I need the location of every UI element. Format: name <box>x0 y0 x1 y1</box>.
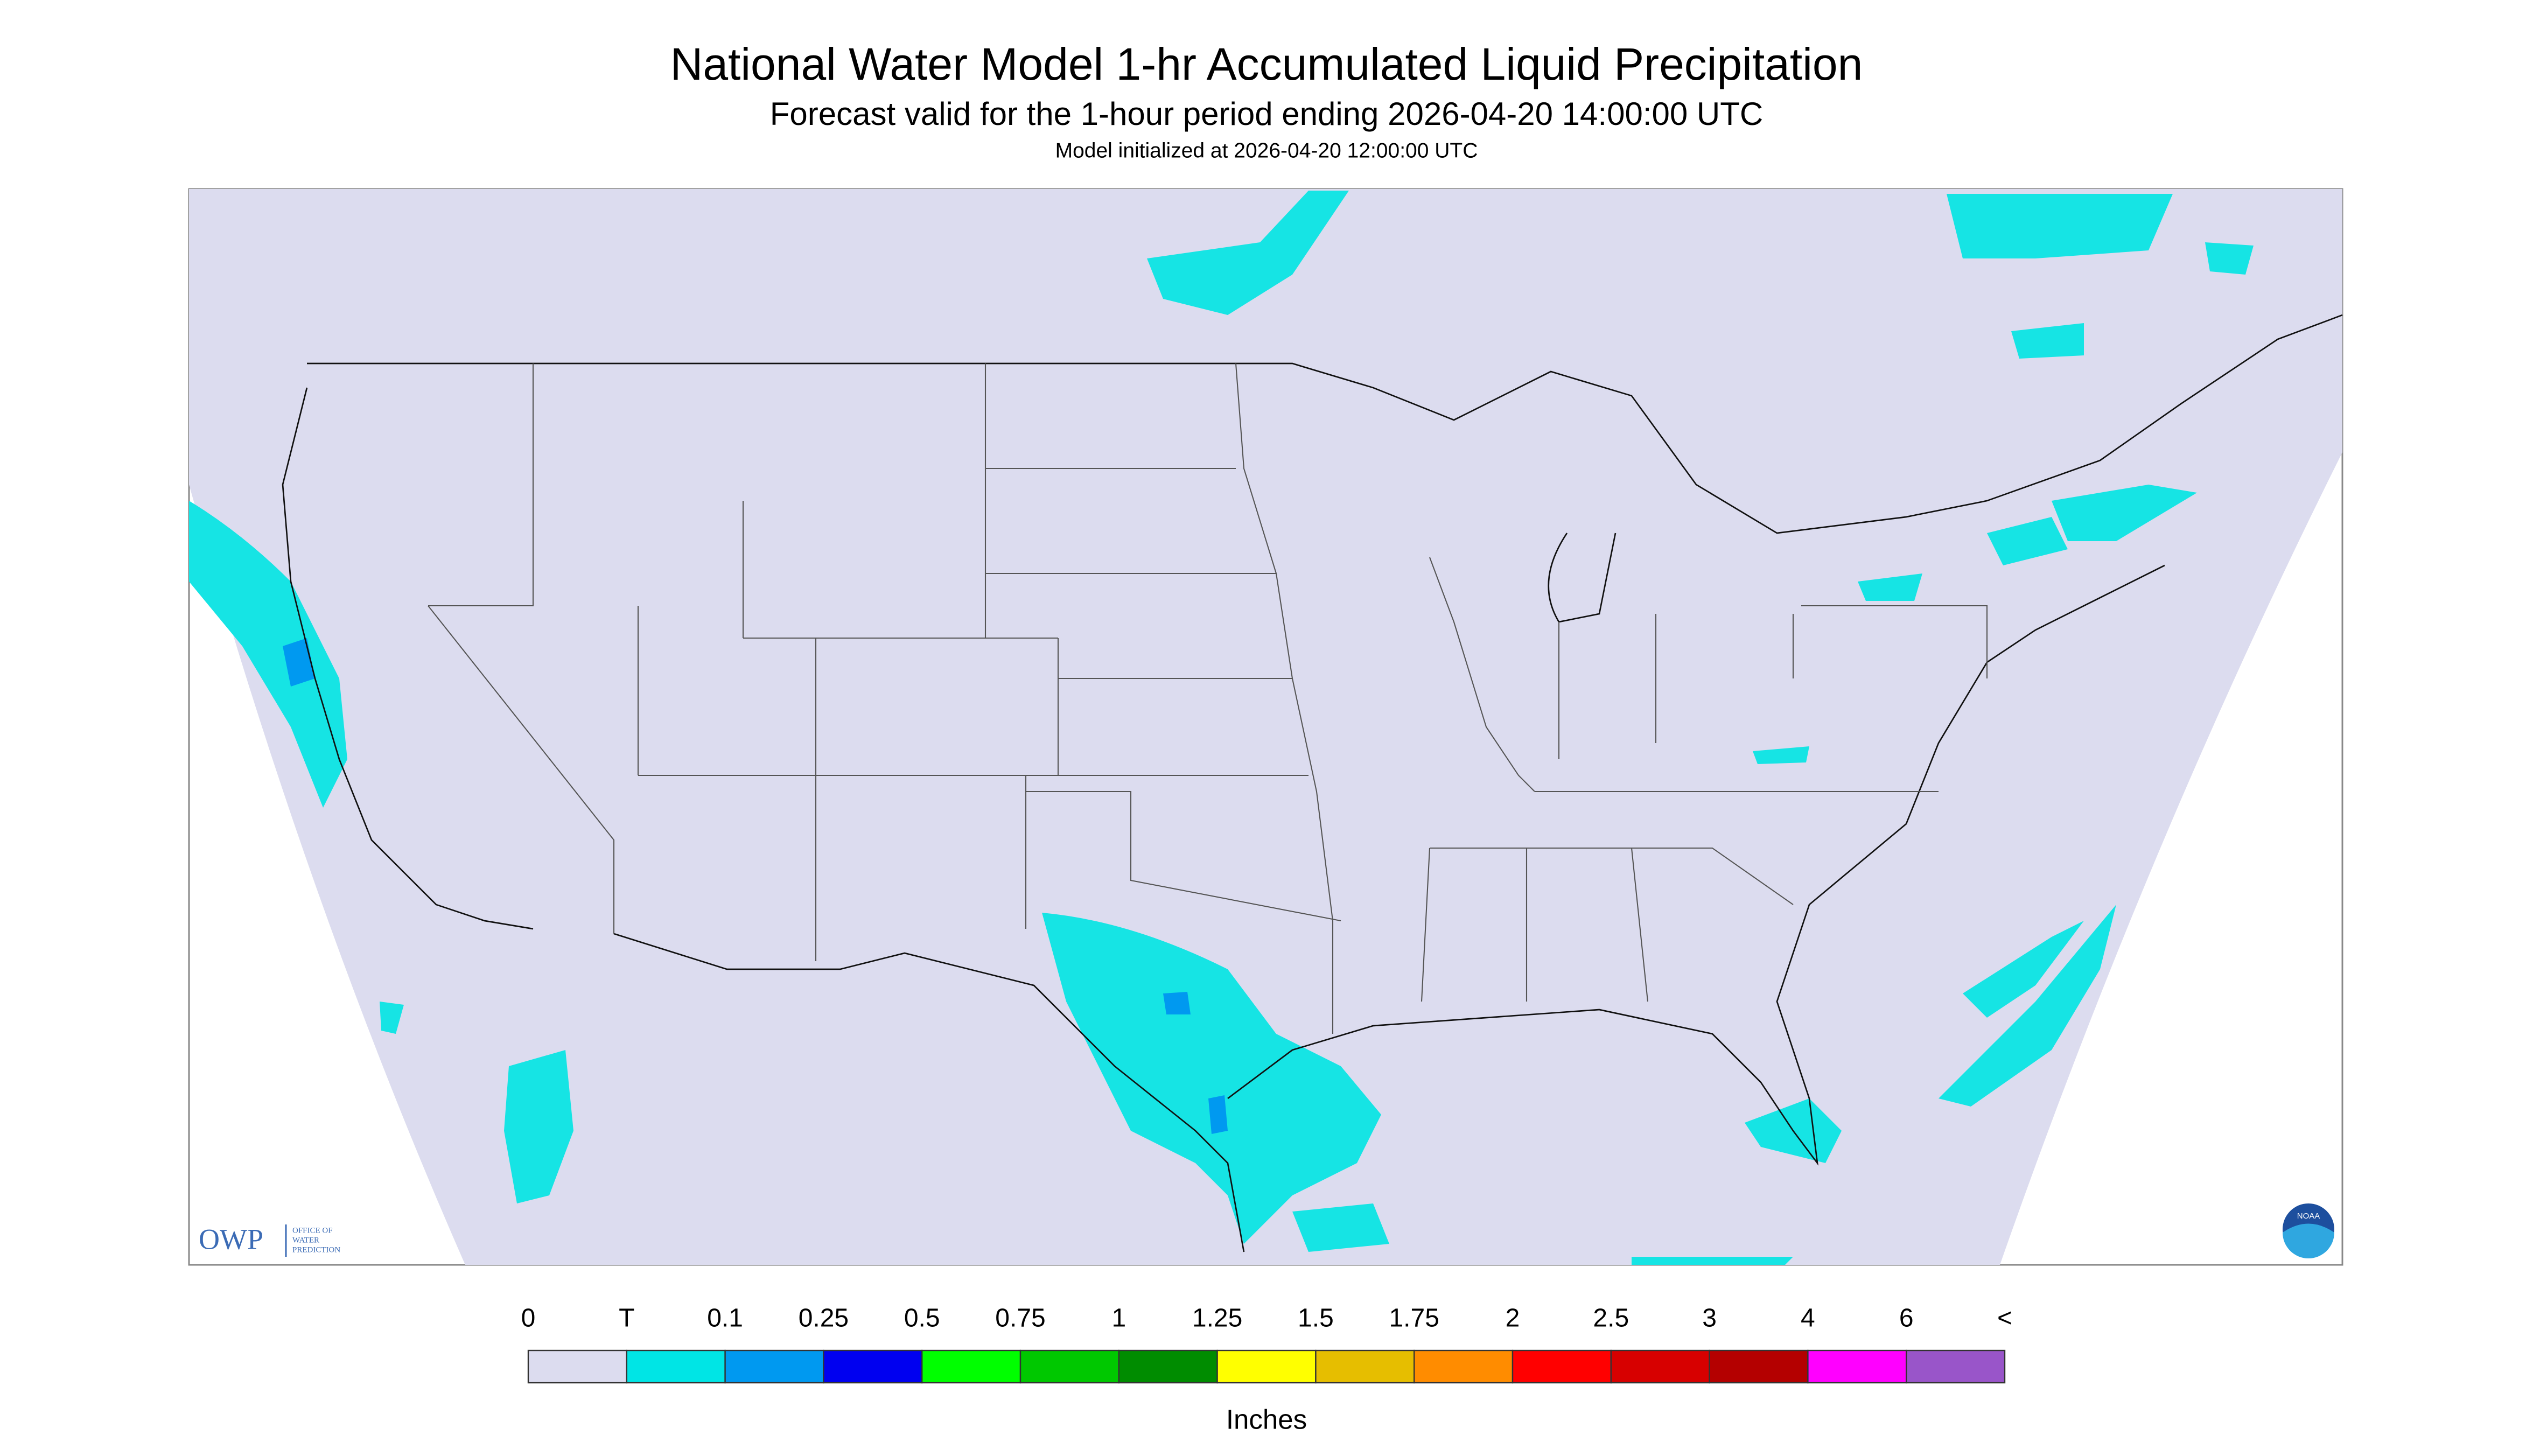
legend-label: 0.75 <box>995 1304 1045 1333</box>
legend-label: < <box>1997 1304 2012 1333</box>
legend-swatch <box>724 1349 824 1384</box>
legend-swatch <box>823 1349 923 1384</box>
legend: 0 T 0.1 0.25 0.5 0.75 1 1.25 1.5 1.75 2 2.5 3 4 6 < <box>521 1304 2012 1384</box>
model-domain <box>189 189 2342 1265</box>
owp-logo: OWP OFFICE OF WATER PREDICTION <box>199 1223 340 1257</box>
legend-swatch <box>1019 1349 1120 1384</box>
title: National Water Model 1-hr Accumulated Li… <box>670 39 1863 89</box>
owp-logo-text: OWP <box>199 1223 263 1255</box>
legend-label: 0 <box>521 1304 536 1333</box>
legend-swatch <box>1512 1349 1612 1384</box>
borders <box>282 314 2343 1252</box>
legend-label: 4 <box>1801 1304 1815 1333</box>
legend-label: 2.5 <box>1593 1304 1629 1333</box>
legend-label: 0.5 <box>904 1304 940 1333</box>
precip-areas <box>189 191 2254 1265</box>
subtitle: Forecast valid for the 1-hour period end… <box>770 96 1763 132</box>
legend-swatch <box>1610 1349 1710 1384</box>
legend-swatch <box>1807 1349 1907 1384</box>
legend-label: 1.75 <box>1389 1304 1439 1333</box>
noaa-text: NOAA <box>2297 1212 2320 1221</box>
legend-swatch <box>1905 1349 2006 1384</box>
legend-swatch <box>527 1349 628 1384</box>
legend-swatch <box>1414 1349 1514 1384</box>
legend-swatch <box>1118 1349 1218 1384</box>
legend-label: T <box>619 1304 634 1333</box>
legend-label: 6 <box>1899 1304 1914 1333</box>
legend-swatch <box>626 1349 726 1384</box>
legend-label: 1.5 <box>1298 1304 1334 1333</box>
legend-swatch <box>1315 1349 1415 1384</box>
legend-swatch <box>1216 1349 1317 1384</box>
legend-label: 1.25 <box>1192 1304 1242 1333</box>
owp-logo-line: OFFICE OF <box>292 1226 333 1235</box>
noaa-wave <box>2283 1223 2334 1259</box>
legend-label: 2 <box>1506 1304 1520 1333</box>
owp-logo-line: PREDICTION <box>292 1245 340 1254</box>
legend-unit: Inches <box>1226 1404 1307 1434</box>
noaa-logo: NOAA <box>2283 1203 2334 1259</box>
legend-swatch <box>1709 1349 1809 1384</box>
legend-label: 3 <box>1702 1304 1717 1333</box>
map <box>188 188 2343 1266</box>
legend-swatch <box>921 1349 1021 1384</box>
legend-label: 0.25 <box>799 1304 849 1333</box>
legend-label: 1 <box>1111 1304 1126 1333</box>
init-time: Model initialized at 2026-04-20 12:00:00… <box>1055 139 1478 162</box>
legend-label: 0.1 <box>707 1304 743 1333</box>
owp-logo-line: WATER <box>292 1236 319 1244</box>
